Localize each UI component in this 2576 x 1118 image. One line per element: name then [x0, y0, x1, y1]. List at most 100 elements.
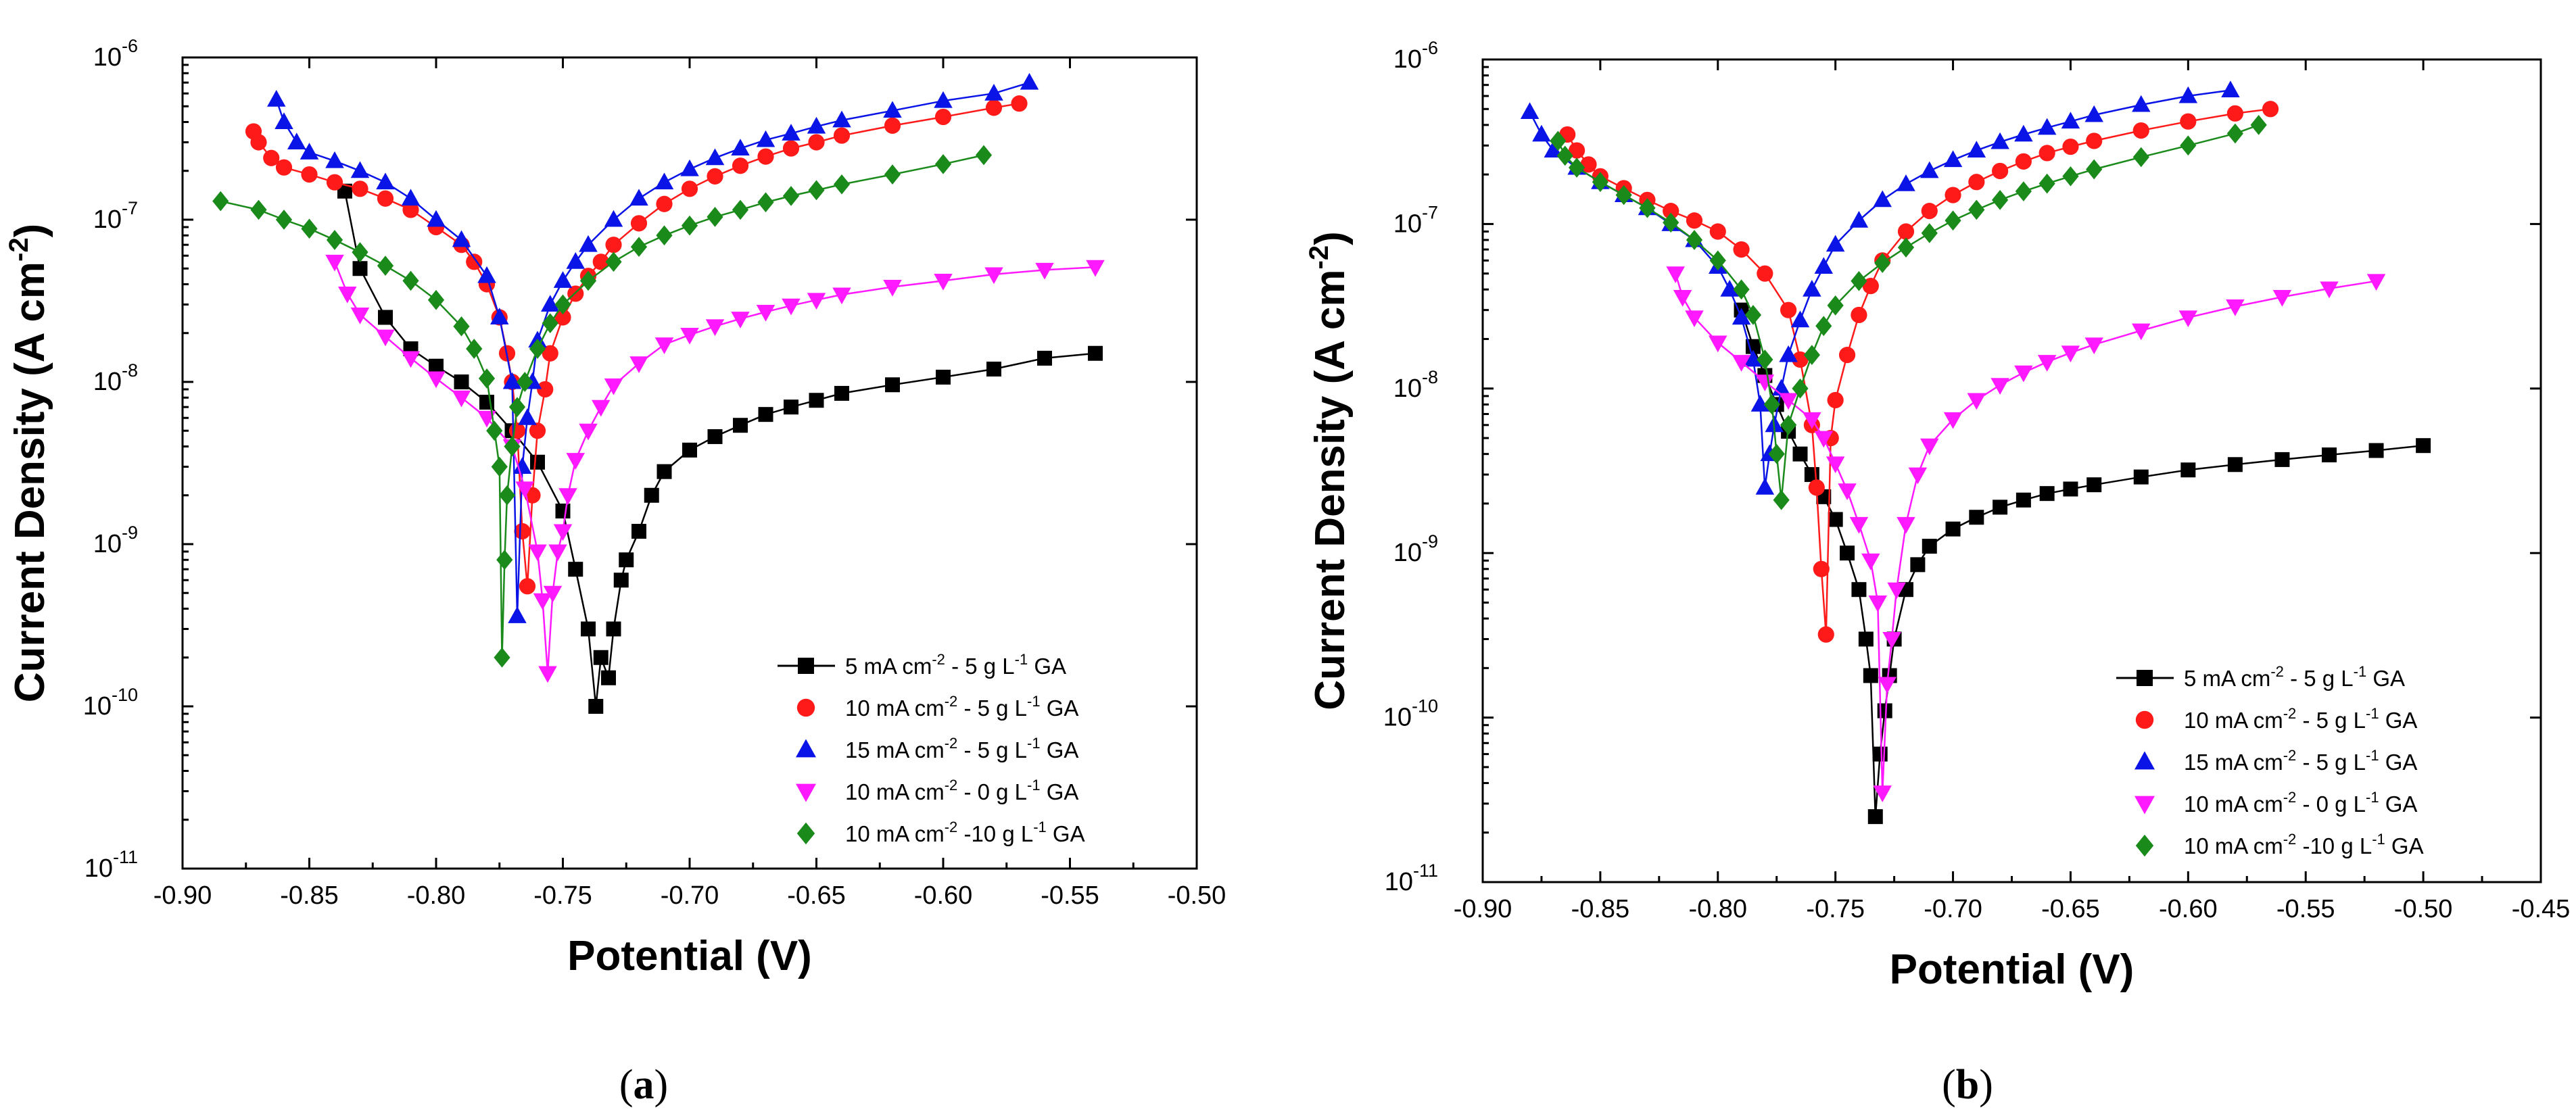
data-point: [1709, 250, 1726, 271]
series-2: [245, 95, 1028, 595]
data-point: [1803, 279, 1821, 297]
data-point: [2132, 95, 2151, 112]
data-point: [490, 308, 509, 324]
data-point: [566, 453, 585, 470]
data-point: [477, 266, 496, 283]
data-point: [808, 180, 825, 201]
y-axis-title: Current Density (A cm-2): [4, 224, 53, 703]
data-point: [644, 487, 659, 503]
data-point: [401, 351, 421, 368]
data-point: [1873, 785, 1892, 802]
data-point: [541, 295, 560, 312]
data-point: [2061, 112, 2080, 129]
data-point: [1663, 203, 1679, 220]
legend-label: 10 mA cm-2 -10 g L-1 GA: [2184, 831, 2424, 858]
data-point: [2015, 181, 2032, 201]
x-tick-label: -0.65: [2041, 895, 2100, 923]
data-point: [2015, 153, 2032, 170]
data-point: [378, 310, 393, 325]
data-point: [287, 132, 306, 149]
data-point: [2063, 481, 2078, 497]
data-point: [529, 422, 546, 439]
data-point: [2061, 345, 2080, 363]
data-point: [538, 666, 557, 683]
data-point: [537, 381, 554, 398]
data-point: [1755, 374, 1775, 392]
data-point: [630, 237, 648, 258]
data-point: [1897, 516, 1915, 534]
data-point: [1943, 412, 1963, 429]
data-point: [263, 149, 280, 166]
data-point: [2416, 438, 2431, 454]
data-point: [581, 621, 596, 637]
legend-item: 5 mA cm-2 - 5 g L-1 GA: [2116, 663, 2405, 691]
data-point: [1550, 130, 1567, 151]
chart-panel-a: -0.90 -0.85 -0.80 -0.75 -0.70 -0.65 -0.60 -0.55…: [4, 36, 1226, 1108]
data-point: [934, 153, 952, 174]
data-point: [1556, 145, 1573, 166]
data-point: [568, 562, 583, 577]
data-point: [2132, 147, 2149, 168]
x-axis-title: Potential (V): [567, 933, 812, 979]
data-point: [1862, 278, 1879, 295]
data-point: [2262, 101, 2279, 118]
data-point: [934, 108, 952, 126]
data-point: [2274, 452, 2290, 467]
data-point: [479, 394, 494, 410]
data-point: [1990, 132, 2009, 149]
data-point: [352, 261, 368, 276]
x-tick-label: -0.65: [787, 881, 846, 910]
data-point: [1757, 265, 1773, 282]
data-point: [592, 253, 609, 270]
data-point: [936, 369, 951, 385]
data-point: [1849, 516, 1869, 534]
legend-item: 15 mA cm-2 - 5 g L-1 GA: [796, 735, 1078, 762]
data-point: [934, 91, 953, 108]
x-tick-label: -0.70: [661, 881, 719, 910]
data-point: [301, 218, 318, 239]
data-point: [593, 650, 609, 665]
data-point: [452, 230, 471, 247]
data-point: [2322, 447, 2337, 462]
data-point: [756, 305, 776, 322]
data-point: [733, 418, 748, 433]
legend-label: 5 mA cm-2 - 5 g L-1 GA: [2184, 663, 2405, 691]
x-tick-label: -0.50: [2394, 895, 2453, 923]
data-point: [681, 215, 698, 236]
data-point: [1851, 270, 1867, 291]
data-point: [808, 134, 825, 151]
data-point: [1011, 95, 1028, 112]
data-point: [2037, 355, 2057, 372]
legend-label: 5 mA cm-2 - 5 g L-1 GA: [845, 651, 1066, 679]
data-point: [1763, 394, 1780, 415]
x-axis-title: Potential (V): [1890, 946, 2134, 993]
data-point: [1858, 631, 1874, 647]
data-point: [2038, 173, 2055, 194]
data-point: [212, 191, 229, 212]
data-point: [2014, 124, 2033, 142]
data-point: [2226, 299, 2245, 316]
data-point: [1872, 746, 1888, 762]
data-point: [656, 195, 673, 212]
data-point: [1088, 345, 1103, 361]
y-tick-label: 10-9: [93, 522, 138, 558]
data-point: [2227, 457, 2243, 472]
data-point: [401, 189, 421, 206]
y-tick-label: 10-7: [93, 198, 138, 234]
data-point: [376, 329, 395, 347]
data-point: [338, 286, 357, 303]
data-point: [758, 407, 773, 422]
data-point: [2250, 115, 2267, 135]
data-point: [629, 189, 648, 206]
data-point: [377, 190, 394, 207]
legend-item: 5 mA cm-2 - 5 g L-1 GA: [778, 651, 1066, 679]
data-point: [555, 504, 571, 519]
data-point: [1969, 510, 1984, 525]
data-point: [1733, 279, 1750, 300]
data-point: [376, 172, 395, 190]
data-point: [579, 270, 597, 291]
data-point: [2366, 274, 2386, 291]
data-point: [1663, 212, 1679, 233]
data-point: [1867, 809, 1883, 825]
data-point: [832, 287, 851, 305]
